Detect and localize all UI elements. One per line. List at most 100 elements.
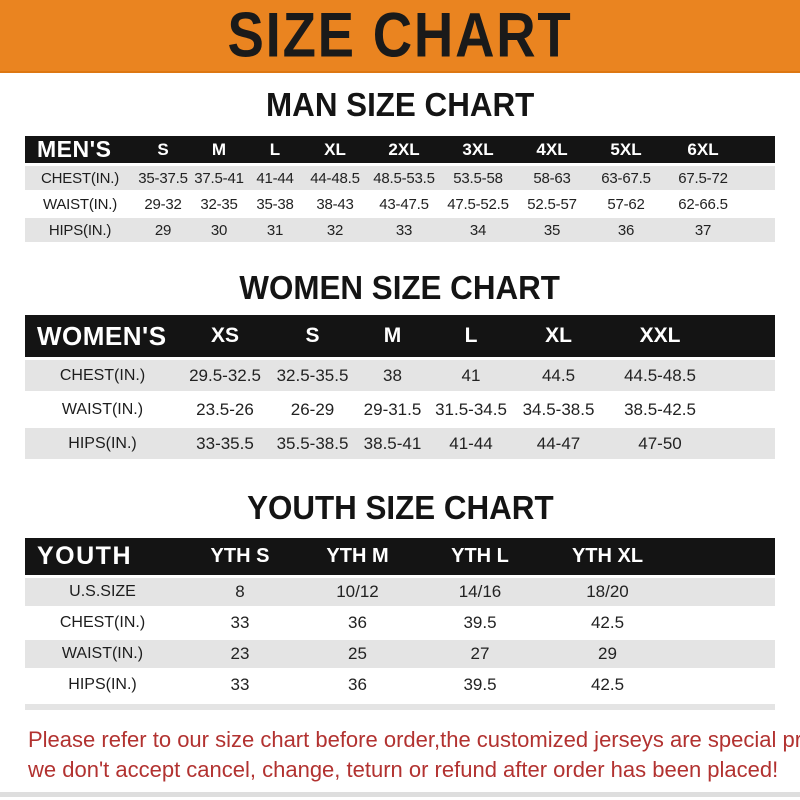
size-cell: 31.5-34.5 xyxy=(430,394,512,428)
size-cell: 23.5-26 xyxy=(180,394,270,428)
size-cell: 52.5-57 xyxy=(515,192,589,218)
men-header-row: MEN'S S M L XL 2XL 3XL 4XL 5XL 6XL xyxy=(25,136,775,166)
size-cell: 36 xyxy=(300,609,415,640)
women-col-header: M xyxy=(355,315,430,360)
women-waist-row: WAIST(IN.) 23.5-26 26-29 29-31.5 31.5-34… xyxy=(25,394,775,428)
size-cell: 41 xyxy=(430,360,512,394)
size-cell: 10/12 xyxy=(300,578,415,609)
size-cell: 18/20 xyxy=(545,578,670,609)
size-cell: 35 xyxy=(515,218,589,244)
size-cell: 29-31.5 xyxy=(355,394,430,428)
size-cell: 34 xyxy=(441,218,515,244)
men-waist-row: WAIST(IN.) 29-32 32-35 35-38 38-43 43-47… xyxy=(25,192,775,218)
size-cell: 30 xyxy=(191,218,247,244)
spacer-cell xyxy=(743,166,775,192)
size-cell: 35-37.5 xyxy=(135,166,191,192)
men-size-table: MEN'S S M L XL 2XL 3XL 4XL 5XL 6XL CHEST… xyxy=(25,136,775,244)
women-section-heading: WOMEN SIZE CHART xyxy=(0,271,800,304)
size-cell: 47.5-52.5 xyxy=(441,192,515,218)
footer-note-line2: we don't accept cancel, change, teturn o… xyxy=(28,757,779,782)
men-col-header: 4XL xyxy=(515,136,589,166)
youth-col-header: YTH M xyxy=(300,538,415,578)
men-col-header: L xyxy=(247,136,303,166)
size-cell: 29-32 xyxy=(135,192,191,218)
women-table-label: WOMEN'S xyxy=(25,315,180,360)
spacer-cell xyxy=(743,218,775,244)
size-cell: 47-50 xyxy=(605,428,715,462)
size-cell: 62-66.5 xyxy=(663,192,743,218)
youth-col-header: YTH L xyxy=(415,538,545,578)
size-cell: 29.5-32.5 xyxy=(180,360,270,394)
size-cell: 32 xyxy=(303,218,367,244)
spacer-cell xyxy=(715,394,775,428)
size-cell: 44-48.5 xyxy=(303,166,367,192)
size-cell: 14/16 xyxy=(415,578,545,609)
men-chest-row: CHEST(IN.) 35-37.5 37.5-41 41-44 44-48.5… xyxy=(25,166,775,192)
women-header-row: WOMEN'S XS S M L XL XXL xyxy=(25,315,775,360)
youth-col-header: YTH XL xyxy=(545,538,670,578)
men-heading-text: MAN SIZE CHART xyxy=(265,86,535,123)
size-cell: 35.5-38.5 xyxy=(270,428,355,462)
size-cell: 33-35.5 xyxy=(180,428,270,462)
spacer-cell xyxy=(670,671,775,702)
size-cell: 38 xyxy=(355,360,430,394)
row-label: HIPS(IN.) xyxy=(25,218,135,244)
size-cell: 53.5-58 xyxy=(441,166,515,192)
size-cell: 67.5-72 xyxy=(663,166,743,192)
spacer-cell xyxy=(715,360,775,394)
women-col-header: XS xyxy=(180,315,270,360)
size-cell: 26-29 xyxy=(270,394,355,428)
men-col-header: 5XL xyxy=(589,136,663,166)
men-col-header: S xyxy=(135,136,191,166)
spacer-cell xyxy=(743,136,775,166)
size-cell: 43-47.5 xyxy=(367,192,441,218)
size-cell: 29 xyxy=(135,218,191,244)
size-cell: 37.5-41 xyxy=(191,166,247,192)
row-label: WAIST(IN.) xyxy=(25,192,135,218)
size-cell: 34.5-38.5 xyxy=(512,394,605,428)
size-cell: 33 xyxy=(367,218,441,244)
row-label: U.S.SIZE xyxy=(25,578,180,609)
size-cell: 37 xyxy=(663,218,743,244)
row-label: HIPS(IN.) xyxy=(25,428,180,462)
spacer-cell xyxy=(670,578,775,609)
women-hips-row: HIPS(IN.) 33-35.5 35.5-38.5 38.5-41 41-4… xyxy=(25,428,775,462)
size-cell: 32.5-35.5 xyxy=(270,360,355,394)
size-cell: 33 xyxy=(180,609,300,640)
youth-col-header: YTH S xyxy=(180,538,300,578)
size-chart-banner: SIZE CHART xyxy=(0,0,800,73)
size-cell: 32-35 xyxy=(191,192,247,218)
row-label: WAIST(IN.) xyxy=(25,640,180,671)
size-cell: 57-62 xyxy=(589,192,663,218)
women-size-table: WOMEN'S XS S M L XL XXL CHEST(IN.) 29.5-… xyxy=(25,315,775,462)
youth-ussize-row: U.S.SIZE 8 10/12 14/16 18/20 xyxy=(25,578,775,609)
size-cell: 38-43 xyxy=(303,192,367,218)
size-cell: 38.5-41 xyxy=(355,428,430,462)
row-label: CHEST(IN.) xyxy=(25,360,180,394)
spacer-cell xyxy=(670,609,775,640)
footer-note: Please refer to our size chart before or… xyxy=(0,725,800,785)
men-table-label: MEN'S xyxy=(25,136,135,166)
row-label: CHEST(IN.) xyxy=(25,166,135,192)
women-col-header: XL xyxy=(512,315,605,360)
size-cell: 39.5 xyxy=(415,609,545,640)
women-heading-text: WOMEN SIZE CHART xyxy=(239,269,561,306)
men-col-header: 3XL xyxy=(441,136,515,166)
men-hips-row: HIPS(IN.) 29 30 31 32 33 34 35 36 37 xyxy=(25,218,775,244)
size-cell: 41-44 xyxy=(247,166,303,192)
size-cell: 41-44 xyxy=(430,428,512,462)
size-cell: 36 xyxy=(300,671,415,702)
youth-size-table: YOUTH YTH S YTH M YTH L YTH XL U.S.SIZE … xyxy=(25,538,775,702)
youth-chest-row: CHEST(IN.) 33 36 39.5 42.5 xyxy=(25,609,775,640)
size-cell: 44-47 xyxy=(512,428,605,462)
women-chest-row: CHEST(IN.) 29.5-32.5 32.5-35.5 38 41 44.… xyxy=(25,360,775,394)
men-col-header: 2XL xyxy=(367,136,441,166)
spacer-cell xyxy=(715,315,775,360)
youth-heading-text: YOUTH SIZE CHART xyxy=(246,489,554,526)
size-cell: 33 xyxy=(180,671,300,702)
size-cell: 48.5-53.5 xyxy=(367,166,441,192)
spacer-cell xyxy=(670,538,775,578)
youth-hips-row: HIPS(IN.) 33 36 39.5 42.5 xyxy=(25,671,775,702)
size-cell: 44.5-48.5 xyxy=(605,360,715,394)
women-col-header: XXL xyxy=(605,315,715,360)
